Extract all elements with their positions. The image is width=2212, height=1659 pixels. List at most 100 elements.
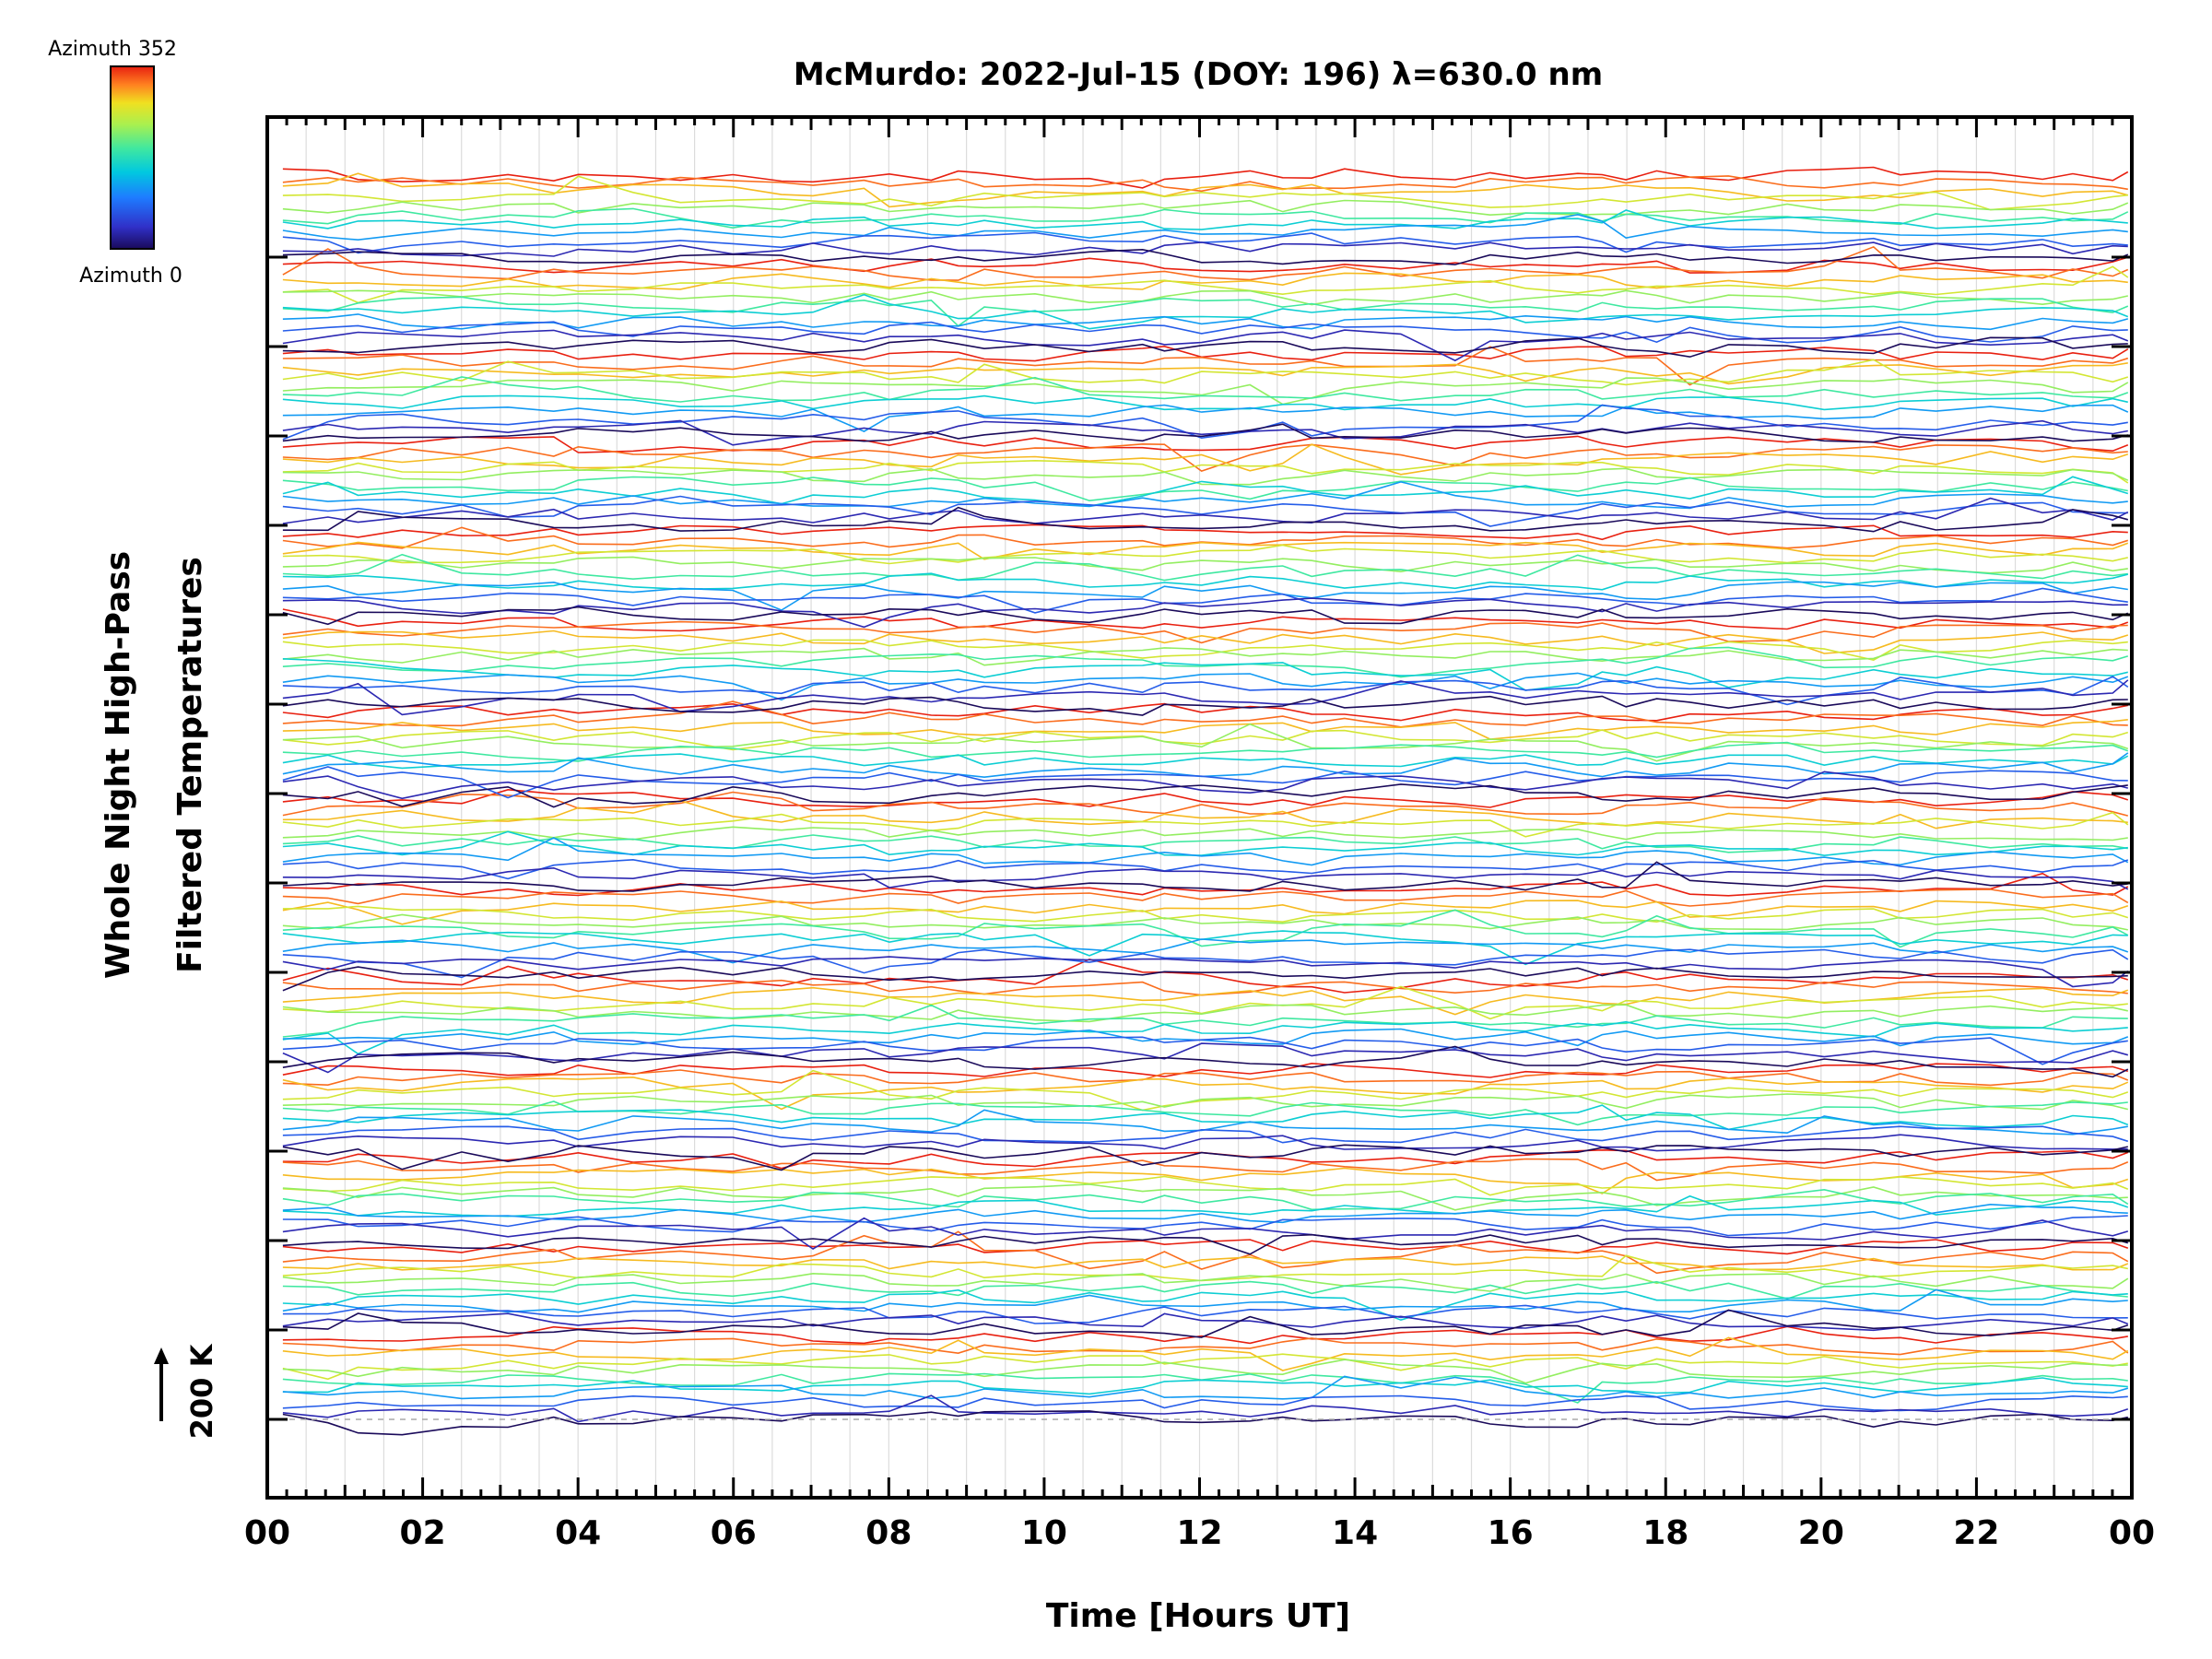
series-line xyxy=(282,1325,2128,1345)
colorbar-bottom-label: Azimuth 0 xyxy=(79,265,182,288)
series-line xyxy=(282,175,2128,211)
series-line xyxy=(282,606,2129,626)
series-line xyxy=(282,1076,2129,1111)
colorbar-gradient xyxy=(110,65,155,250)
series-line xyxy=(282,1109,2128,1135)
series-line xyxy=(282,213,2128,241)
series-line xyxy=(282,788,2129,808)
series-line xyxy=(282,676,2129,706)
series-line xyxy=(282,1353,2128,1381)
series-line xyxy=(282,581,2128,611)
series-line xyxy=(282,345,2129,362)
series-line xyxy=(282,956,2129,988)
axis-ticks xyxy=(265,117,2134,1498)
series-line xyxy=(282,958,2129,994)
series-line xyxy=(282,442,2128,472)
series-line xyxy=(282,231,2128,254)
series-line xyxy=(282,1203,2128,1224)
series-line xyxy=(282,799,2128,830)
series-line xyxy=(282,1372,2128,1404)
scale-bar-label: 200 K xyxy=(184,1343,219,1439)
series-line xyxy=(282,979,2128,996)
x-tick-label: 16 xyxy=(1488,1514,1534,1552)
series-line xyxy=(282,1288,2128,1322)
series-line xyxy=(282,313,2129,331)
series-line xyxy=(282,1337,2129,1356)
series-line xyxy=(282,826,2128,841)
series-line xyxy=(282,1336,2129,1371)
x-tick-label: 10 xyxy=(1021,1514,1067,1552)
series-line xyxy=(282,1062,2129,1078)
x-tick-label: 00 xyxy=(2109,1514,2155,1552)
colorbar-top-label: Azimuth 352 xyxy=(48,38,177,61)
series-line xyxy=(282,647,2128,666)
x-tick-label: 14 xyxy=(1332,1514,1378,1552)
series-line xyxy=(282,404,2129,432)
series-line xyxy=(282,1144,2128,1171)
series-line xyxy=(282,985,2128,1020)
series-line xyxy=(282,346,2129,386)
series-line xyxy=(282,766,2128,799)
series-line xyxy=(282,293,2129,330)
x-tick-label: 06 xyxy=(711,1514,757,1552)
series-line xyxy=(282,480,2128,510)
series-line xyxy=(282,830,2128,857)
colorbar: Azimuth 352 Azimuth 0 xyxy=(48,38,182,288)
series-line xyxy=(282,207,2129,229)
series-line xyxy=(282,861,2128,892)
y-axis-label-line1: Whole Night High-Pass xyxy=(100,551,137,979)
series-line xyxy=(282,783,2128,808)
series-line xyxy=(282,1004,2128,1023)
x-tick-label: 18 xyxy=(1642,1514,1688,1552)
series-line xyxy=(282,376,2129,403)
series-line xyxy=(282,1254,2128,1282)
x-tick-labels: 00 02 04 06 08 10 12 14 16 18 20 22 00 xyxy=(244,1514,2155,1552)
series-line xyxy=(282,1255,2129,1271)
series-line xyxy=(282,1194,2129,1218)
series-line xyxy=(282,321,2128,344)
chart-title: McMurdo: 2022-Jul-15 (DOY: 196) λ=630.0 … xyxy=(794,56,1603,93)
x-tick-label: 08 xyxy=(865,1514,912,1552)
series-line xyxy=(282,1377,2128,1395)
series-line xyxy=(282,872,2129,897)
series-line xyxy=(282,948,2129,979)
series-line xyxy=(282,1004,2128,1038)
series-line xyxy=(282,1028,2129,1047)
series-line xyxy=(282,1125,2129,1144)
series-line xyxy=(282,791,2129,817)
series-line xyxy=(282,556,2128,574)
series-line xyxy=(282,1134,2128,1152)
series-line xyxy=(282,695,2128,716)
series-line xyxy=(282,467,2129,486)
series-line xyxy=(282,175,2128,193)
series-line xyxy=(282,1394,2128,1412)
series-line xyxy=(282,1042,2129,1074)
x-axis-label: Time [Hours UT] xyxy=(1046,1597,1350,1635)
series-line xyxy=(282,497,2129,524)
series-line xyxy=(282,753,2129,770)
series-line xyxy=(282,1104,2129,1131)
x-tick-label: 22 xyxy=(1953,1514,1999,1552)
series-line xyxy=(282,419,2128,446)
series-line xyxy=(282,913,2128,931)
series-line xyxy=(282,672,2129,701)
series-line xyxy=(282,597,2128,629)
series-line xyxy=(282,377,2129,406)
series-line xyxy=(282,1288,2128,1313)
series-line xyxy=(282,1188,2129,1211)
series-line xyxy=(282,1410,2128,1436)
series-line xyxy=(282,245,2129,281)
series-line xyxy=(282,166,2129,189)
series-line xyxy=(282,572,2128,591)
series-line xyxy=(282,700,2128,728)
series-line xyxy=(282,1020,2128,1055)
series-line xyxy=(282,930,2128,966)
series-line xyxy=(282,209,2128,230)
series-line xyxy=(282,394,2128,411)
series-line xyxy=(282,639,2128,661)
series-line xyxy=(282,837,2129,866)
x-tick-label: 20 xyxy=(1798,1514,1844,1552)
series-line xyxy=(282,1272,2129,1292)
series-line xyxy=(282,256,2129,274)
